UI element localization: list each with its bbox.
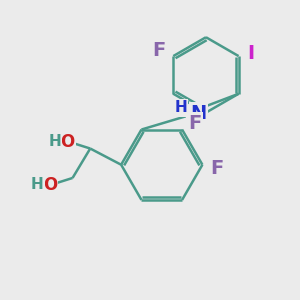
Text: F: F xyxy=(188,114,201,133)
Text: I: I xyxy=(248,44,254,63)
Text: H: H xyxy=(174,100,187,115)
Text: H: H xyxy=(31,177,44,192)
Text: F: F xyxy=(210,159,223,178)
Text: O: O xyxy=(43,176,57,194)
Text: N: N xyxy=(190,103,206,123)
Text: F: F xyxy=(152,41,166,60)
Text: O: O xyxy=(60,133,75,151)
Text: H: H xyxy=(49,134,61,149)
